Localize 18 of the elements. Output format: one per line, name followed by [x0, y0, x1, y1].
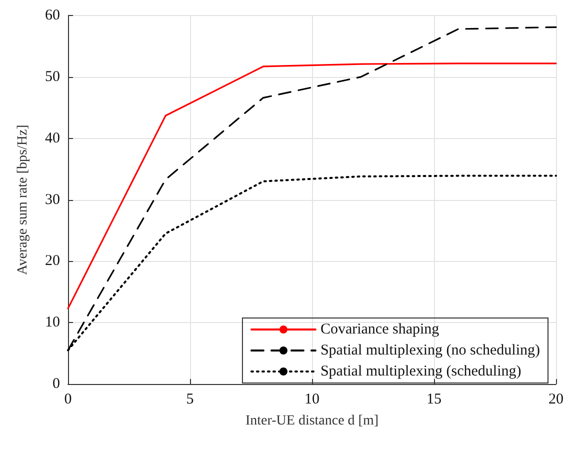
x-tick-label: 0 [64, 392, 72, 408]
y-tick-label: 30 [45, 192, 60, 208]
legend-label: Spatial multiplexing (no scheduling) [320, 342, 540, 358]
x-tick-label: 10 [304, 392, 320, 408]
y-tick-label: 0 [52, 376, 60, 392]
y-tick-label: 60 [45, 8, 60, 24]
line-series [67, 62, 557, 310]
x-axis-title: Inter-UE distance d [m] [245, 414, 379, 428]
x-tick-label: 5 [186, 392, 194, 408]
y-tick-label: 10 [45, 314, 60, 331]
legend-label: Covariance shaping [320, 322, 440, 338]
legend-label: Spatial multiplexing (scheduling) [320, 364, 522, 380]
x-tick-label: 15 [426, 392, 442, 408]
y-axis-title: Average sum rate [bps/Hz] [16, 124, 30, 275]
y-tick-label: 50 [45, 68, 60, 85]
y-tick-label: 20 [45, 253, 60, 270]
x-tick-label: 20 [548, 392, 564, 408]
y-tick-label: 40 [45, 130, 60, 146]
